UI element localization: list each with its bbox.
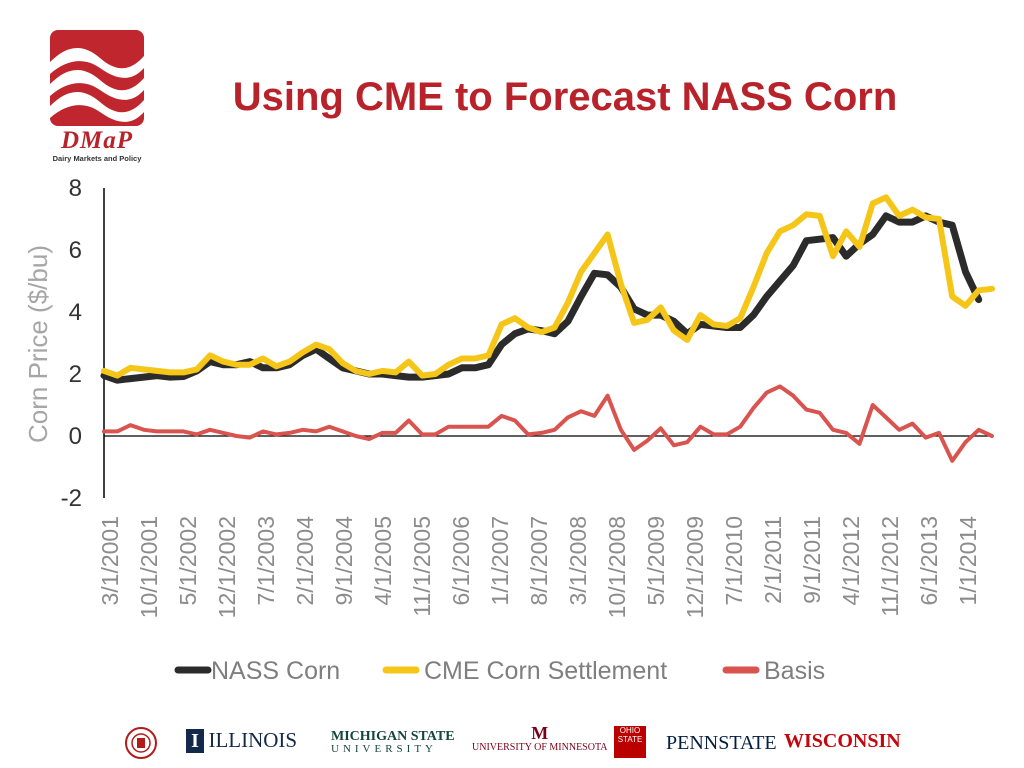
cornell-seal-icon xyxy=(125,727,157,759)
x-tick-label: 7/1/2010 xyxy=(721,516,747,606)
legend: NASS Corn CME Corn Settlement Basis xyxy=(174,657,825,685)
illinois-i-icon: I xyxy=(186,728,204,753)
x-tick-label: 5/1/2009 xyxy=(643,516,669,606)
minnesota-logo: M UNIVERSITY OF MINNESOTA xyxy=(472,723,608,753)
x-tick-label: 6/1/2006 xyxy=(448,516,474,606)
x-tick-label: 7/1/2003 xyxy=(253,516,279,606)
legend-label: NASS Corn xyxy=(211,657,340,685)
logo-subtitle: Dairy Markets and Policy xyxy=(52,154,142,163)
nass-corn-line xyxy=(100,212,983,384)
michigan-state-logo: MICHIGAN STATE UNIVERSITY xyxy=(331,729,455,756)
x-tick-label: 1/1/2007 xyxy=(487,516,513,606)
page-title: Using CME to Forecast NASS Corn xyxy=(232,75,898,119)
corn-price-chart: Corn Price ($/bu) -2 0 2 4 6 8 3/1/2001 10/1/2… xyxy=(23,175,995,685)
pennstate-logo: PENNSTATE xyxy=(666,732,777,754)
x-tick-label: 11/1/2012 xyxy=(877,516,903,617)
x-tick-label: 3/1/2001 xyxy=(97,516,123,606)
wisconsin-logo: WISCONSIN xyxy=(784,730,901,752)
legend-label: Basis xyxy=(764,657,825,685)
x-tick-label: 8/1/2007 xyxy=(526,516,552,606)
logo-text: DMaP xyxy=(60,127,134,154)
basis-line xyxy=(102,384,994,463)
y-tick-label: 8 xyxy=(69,175,82,202)
x-tick-label: 5/1/2002 xyxy=(175,516,201,606)
y-tick-label: 4 xyxy=(69,299,82,326)
cme-corn-settlement-line xyxy=(101,194,995,379)
ohio-state-logo: OHIO STATE xyxy=(614,726,646,758)
minnesota-m-icon: M xyxy=(531,723,549,743)
y-tick-label: 2 xyxy=(69,361,82,388)
y-axis-label: Corn Price ($/bu) xyxy=(23,245,53,443)
x-tick-label: 11/1/2005 xyxy=(409,516,435,617)
x-tick-label: 1/1/2014 xyxy=(955,516,981,606)
x-tick-label: 9/1/2011 xyxy=(799,516,825,604)
x-tick-label: 3/1/2008 xyxy=(565,516,591,606)
x-tick-label: 10/1/2008 xyxy=(604,516,630,618)
x-tick-label: 12/1/2009 xyxy=(682,516,708,618)
x-tick-label: 2/1/2011 xyxy=(760,516,786,604)
x-tick-label: 2/1/2004 xyxy=(292,516,318,606)
legend-label: CME Corn Settlement xyxy=(424,657,667,685)
x-tick-label: 9/1/2004 xyxy=(331,516,357,606)
y-tick-label: -2 xyxy=(61,485,82,512)
wave-logo-icon xyxy=(50,30,144,126)
y-tick-label: 6 xyxy=(69,237,82,264)
university-logos: I ILLINOIS MICHIGAN STATE UNIVERSITY M U… xyxy=(120,722,910,766)
y-tick-label: 0 xyxy=(69,423,82,450)
illinois-logo: I ILLINOIS xyxy=(186,728,297,753)
x-tick-label: 4/1/2005 xyxy=(370,516,396,606)
x-tick-label: 10/1/2001 xyxy=(136,516,162,618)
x-tick-label: 6/1/2013 xyxy=(916,516,942,606)
x-tick-label: 12/1/2002 xyxy=(214,516,240,618)
dmap-logo: DMaP Dairy Markets and Policy xyxy=(50,30,144,164)
x-tick-label: 4/1/2012 xyxy=(838,516,864,606)
